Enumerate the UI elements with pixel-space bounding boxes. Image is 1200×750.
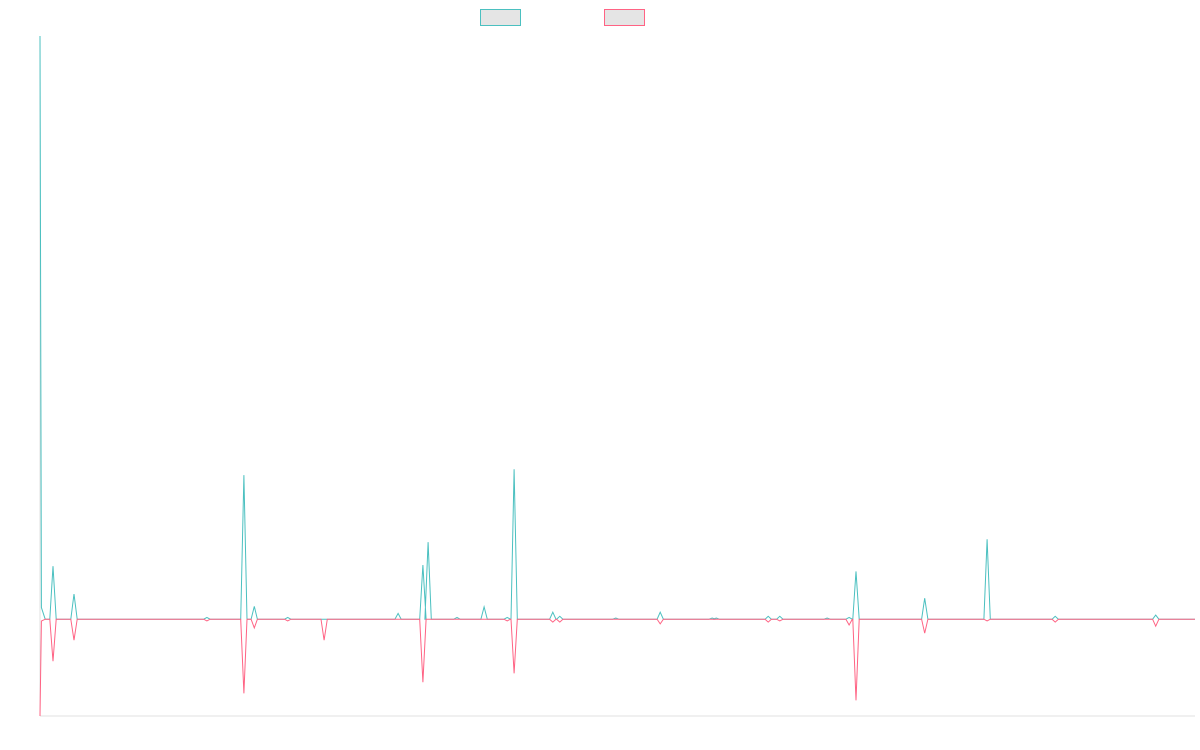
legend-item-0[interactable] <box>480 9 521 26</box>
legend <box>480 9 645 26</box>
series-line-0 <box>39 35 1195 620</box>
legend-item-1[interactable] <box>604 9 645 26</box>
series-line-1 <box>39 618 1195 717</box>
